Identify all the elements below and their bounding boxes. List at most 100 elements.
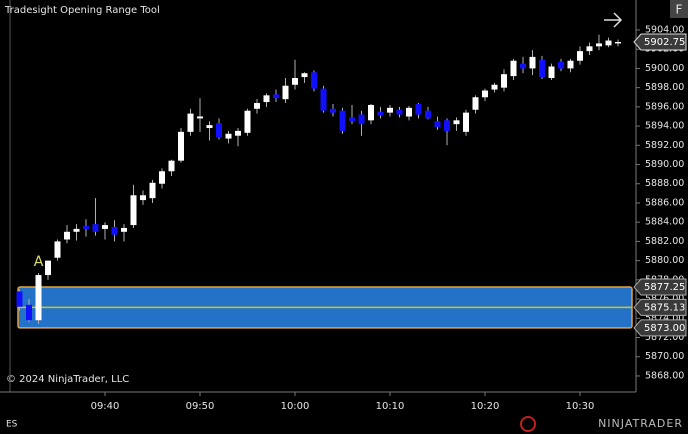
x-tick-label: 09:50 <box>186 401 215 412</box>
marker: A <box>34 254 44 270</box>
candle-body <box>406 107 412 117</box>
candle-body <box>235 130 241 136</box>
copyright: © 2024 NinjaTrader, LLC <box>6 374 129 385</box>
price-tag <box>633 298 687 316</box>
candle-body <box>282 85 289 100</box>
candle-body <box>330 108 336 113</box>
y-tick-label: 5900.00 <box>645 63 684 74</box>
candle-body <box>539 59 545 78</box>
y-tick-label: 5884.00 <box>645 217 684 228</box>
x-tick-label: 09:40 <box>91 401 120 412</box>
candle-body <box>472 97 479 110</box>
price-tag <box>633 33 687 51</box>
button-bg[interactable] <box>670 0 688 18</box>
candle-body <box>159 171 165 184</box>
candle-body <box>130 195 137 226</box>
price-tag-label: 5875.13 <box>644 302 685 313</box>
candle-body <box>311 72 317 89</box>
price-tag-label: 5877.25 <box>644 282 685 293</box>
candle-body <box>102 225 108 229</box>
candle-body <box>216 123 222 138</box>
candle-body <box>26 304 32 321</box>
candle-body <box>548 66 555 79</box>
candle-body <box>425 110 431 119</box>
candle-body <box>377 111 384 116</box>
candle-body <box>339 110 346 131</box>
y-tick-label: 5870.00 <box>645 351 684 362</box>
candle-body <box>140 195 146 201</box>
candle-body <box>415 103 422 115</box>
y-tick-label: 5894.00 <box>645 121 684 132</box>
candle-body <box>225 133 232 139</box>
price-tag <box>633 319 687 337</box>
x-tick-label: 10:10 <box>376 401 405 412</box>
candle-body <box>187 113 194 132</box>
candle-body <box>520 63 526 69</box>
chart-title: Tradesight Opening Range Tool <box>4 5 160 16</box>
candle-body <box>178 131 184 161</box>
y-tick-label: 5886.00 <box>645 197 684 208</box>
candle-body <box>586 46 593 52</box>
candle-body <box>434 121 441 128</box>
candle-body <box>292 78 298 85</box>
y-tick-label: 5880.00 <box>645 255 684 266</box>
button[interactable]: F <box>676 3 683 17</box>
candle-body <box>197 116 203 119</box>
candle-body <box>111 226 118 235</box>
y-tick-label: 5874.00 <box>645 313 684 324</box>
candle-body <box>244 110 251 133</box>
candle-body <box>149 182 156 199</box>
x-tick-label: 10:20 <box>471 401 500 412</box>
logo-icon <box>520 416 536 432</box>
candle-body <box>121 227 127 232</box>
candle-body <box>501 74 507 88</box>
candle-body <box>529 56 536 69</box>
candle-body <box>263 95 270 103</box>
y-tick-label: 5892.00 <box>645 140 684 151</box>
candle-body <box>301 73 308 78</box>
candle-body <box>206 125 213 129</box>
candle-body <box>558 61 564 69</box>
candle-body <box>254 103 260 109</box>
candle-body <box>596 43 602 47</box>
candle-body <box>92 224 99 232</box>
candle-body <box>482 90 488 98</box>
candle-body <box>491 84 498 90</box>
candle-body <box>453 120 460 125</box>
arrow[interactable] <box>604 12 623 28</box>
candle-body <box>168 160 175 172</box>
y-tick-label: 5868.00 <box>645 370 684 381</box>
price-tag-label: 5902.75 <box>644 37 685 48</box>
candle-body <box>358 114 365 125</box>
candle-body <box>387 107 393 113</box>
candle-body <box>444 120 450 131</box>
candle-body <box>605 40 612 46</box>
candle-body <box>273 94 279 99</box>
candle-body <box>567 60 574 69</box>
candle-body <box>615 41 621 44</box>
logo: NINJATRADER <box>598 417 683 430</box>
candle-body <box>349 117 355 122</box>
candle-body <box>45 260 51 276</box>
candle-body <box>396 109 403 115</box>
instrument: ES <box>6 420 18 430</box>
candle-body <box>35 275 42 321</box>
y-tick-label: 5882.00 <box>645 236 684 247</box>
candle-body <box>368 104 374 121</box>
candle-body <box>16 291 23 307</box>
y-tick-label: 5904.00 <box>645 24 684 35</box>
candle-body <box>320 88 327 111</box>
candle-body <box>54 241 61 258</box>
price-tag <box>633 278 687 296</box>
x-tick-label: 10:00 <box>281 401 310 412</box>
candle-body <box>577 51 583 61</box>
x-tick-label: 10:30 <box>566 401 595 412</box>
candle-body <box>64 231 70 240</box>
candle-body <box>463 112 469 132</box>
arrow-icon[interactable] <box>604 12 623 28</box>
y-tick-label: 5896.00 <box>645 101 684 112</box>
y-tick-label: 5890.00 <box>645 159 684 170</box>
candle-body <box>73 228 80 232</box>
y-tick-label: 5898.00 <box>645 82 684 93</box>
